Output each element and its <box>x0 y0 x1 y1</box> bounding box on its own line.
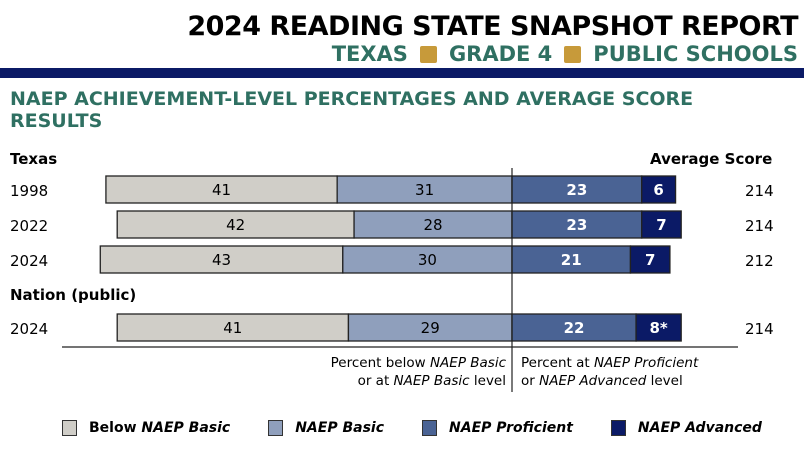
footnote-text: Percent below <box>330 355 430 371</box>
bar-value-label: 43 <box>212 251 231 269</box>
report-title: 2024 READING STATE SNAPSHOT REPORT <box>187 11 798 42</box>
chart-legend: Below NAEP Basic NAEP Basic NAEP Profici… <box>62 420 800 436</box>
bar-segment-proficient <box>511 313 637 342</box>
legend-label-italic: NAEP Proficient <box>449 420 573 436</box>
bar-value-label: 31 <box>415 181 434 199</box>
row-year: 2024 <box>10 252 49 270</box>
bar-value-label: 23 <box>566 181 587 199</box>
footnote-text: or <box>521 373 540 389</box>
legend-swatch <box>62 420 77 436</box>
footnote-italic: NAEP Proficient <box>593 355 699 371</box>
bar-segment-basic <box>347 313 513 342</box>
subtitle-grade: GRADE 4 <box>448 42 553 66</box>
bar-segment-basic <box>353 210 513 239</box>
subtitle-state: TEXAS <box>331 42 408 66</box>
average-score: 214 <box>745 182 774 200</box>
bar-segment-proficient <box>511 175 643 204</box>
bullet-square-icon <box>564 45 582 63</box>
bar-value-label: 29 <box>421 319 440 337</box>
bar-segment-advanced <box>641 175 677 204</box>
legend-item-below-basic: Below NAEP Basic <box>62 420 230 436</box>
report-subtitle: TEXAS GRADE 4 PUBLIC SCHOOLS <box>332 42 798 66</box>
bar-segment-advanced <box>629 245 671 274</box>
footnote-italic: NAEP Advanced <box>539 373 647 389</box>
bar-segment-basic <box>342 245 513 274</box>
legend-swatch <box>422 420 438 436</box>
bar-segment-advanced <box>641 210 682 239</box>
subtitle-jurisdiction: PUBLIC SCHOOLS <box>593 42 798 66</box>
section-title: NAEP ACHIEVEMENT-LEVEL PERCENTAGES AND A… <box>10 88 694 132</box>
footnote-italic: NAEP Basic <box>393 373 470 389</box>
bar-value-label: 7 <box>645 251 655 269</box>
average-score-header: Average Score <box>650 150 773 168</box>
group-label-nation: Nation (public) <box>10 286 137 304</box>
footnote-below-basic: Percent below NAEP Basic or at NAEP Basi… <box>318 354 506 390</box>
bar-value-label: 41 <box>212 181 231 199</box>
footnote-text: level <box>469 373 506 389</box>
bar-value-label: 22 <box>564 319 585 337</box>
average-score: 214 <box>745 217 774 235</box>
row-year: 2022 <box>10 217 49 235</box>
bar-value-label: 28 <box>423 216 442 234</box>
bar-value-label: 6 <box>653 181 663 199</box>
bar-value-label: 42 <box>226 216 245 234</box>
legend-item-basic: NAEP Basic <box>268 420 384 436</box>
legend-item-advanced: NAEP Advanced <box>610 420 762 436</box>
legend-swatch <box>268 420 284 436</box>
legend-item-proficient: NAEP Proficient <box>422 420 573 436</box>
bar-segment-proficient <box>511 210 643 239</box>
average-score: 212 <box>745 252 774 270</box>
bar-segment-below-basic <box>99 245 344 274</box>
bar-value-label: 21 <box>561 251 582 269</box>
row-year: 2024 <box>10 320 49 338</box>
bar-value-label: 7 <box>656 216 666 234</box>
bar-value-label: 41 <box>223 319 242 337</box>
footnote-text: or at <box>357 373 394 389</box>
footnote-text: level <box>646 373 683 389</box>
group-label-texas: Texas <box>10 150 58 168</box>
legend-label-italic: NAEP Basic <box>141 420 231 436</box>
legend-label-italic: NAEP Basic <box>295 420 385 436</box>
footnote-italic: NAEP Basic <box>429 355 506 371</box>
bar-value-label: 8* <box>649 319 667 337</box>
footnote-proficient: Percent at NAEP Proficient or NAEP Advan… <box>521 354 698 390</box>
bar-value-label: 23 <box>566 216 587 234</box>
bullet-square-icon <box>419 45 437 63</box>
legend-label-italic: NAEP Advanced <box>637 420 762 436</box>
header-divider-bar <box>0 68 804 78</box>
legend-label: Below <box>89 420 137 436</box>
average-score: 214 <box>745 320 774 338</box>
legend-swatch <box>610 420 626 436</box>
footnote-text: Percent at <box>521 355 594 371</box>
bar-value-label: 30 <box>418 251 437 269</box>
bar-segment-advanced <box>635 313 682 342</box>
bar-segment-below-basic <box>116 210 355 239</box>
row-year: 1998 <box>10 182 49 200</box>
